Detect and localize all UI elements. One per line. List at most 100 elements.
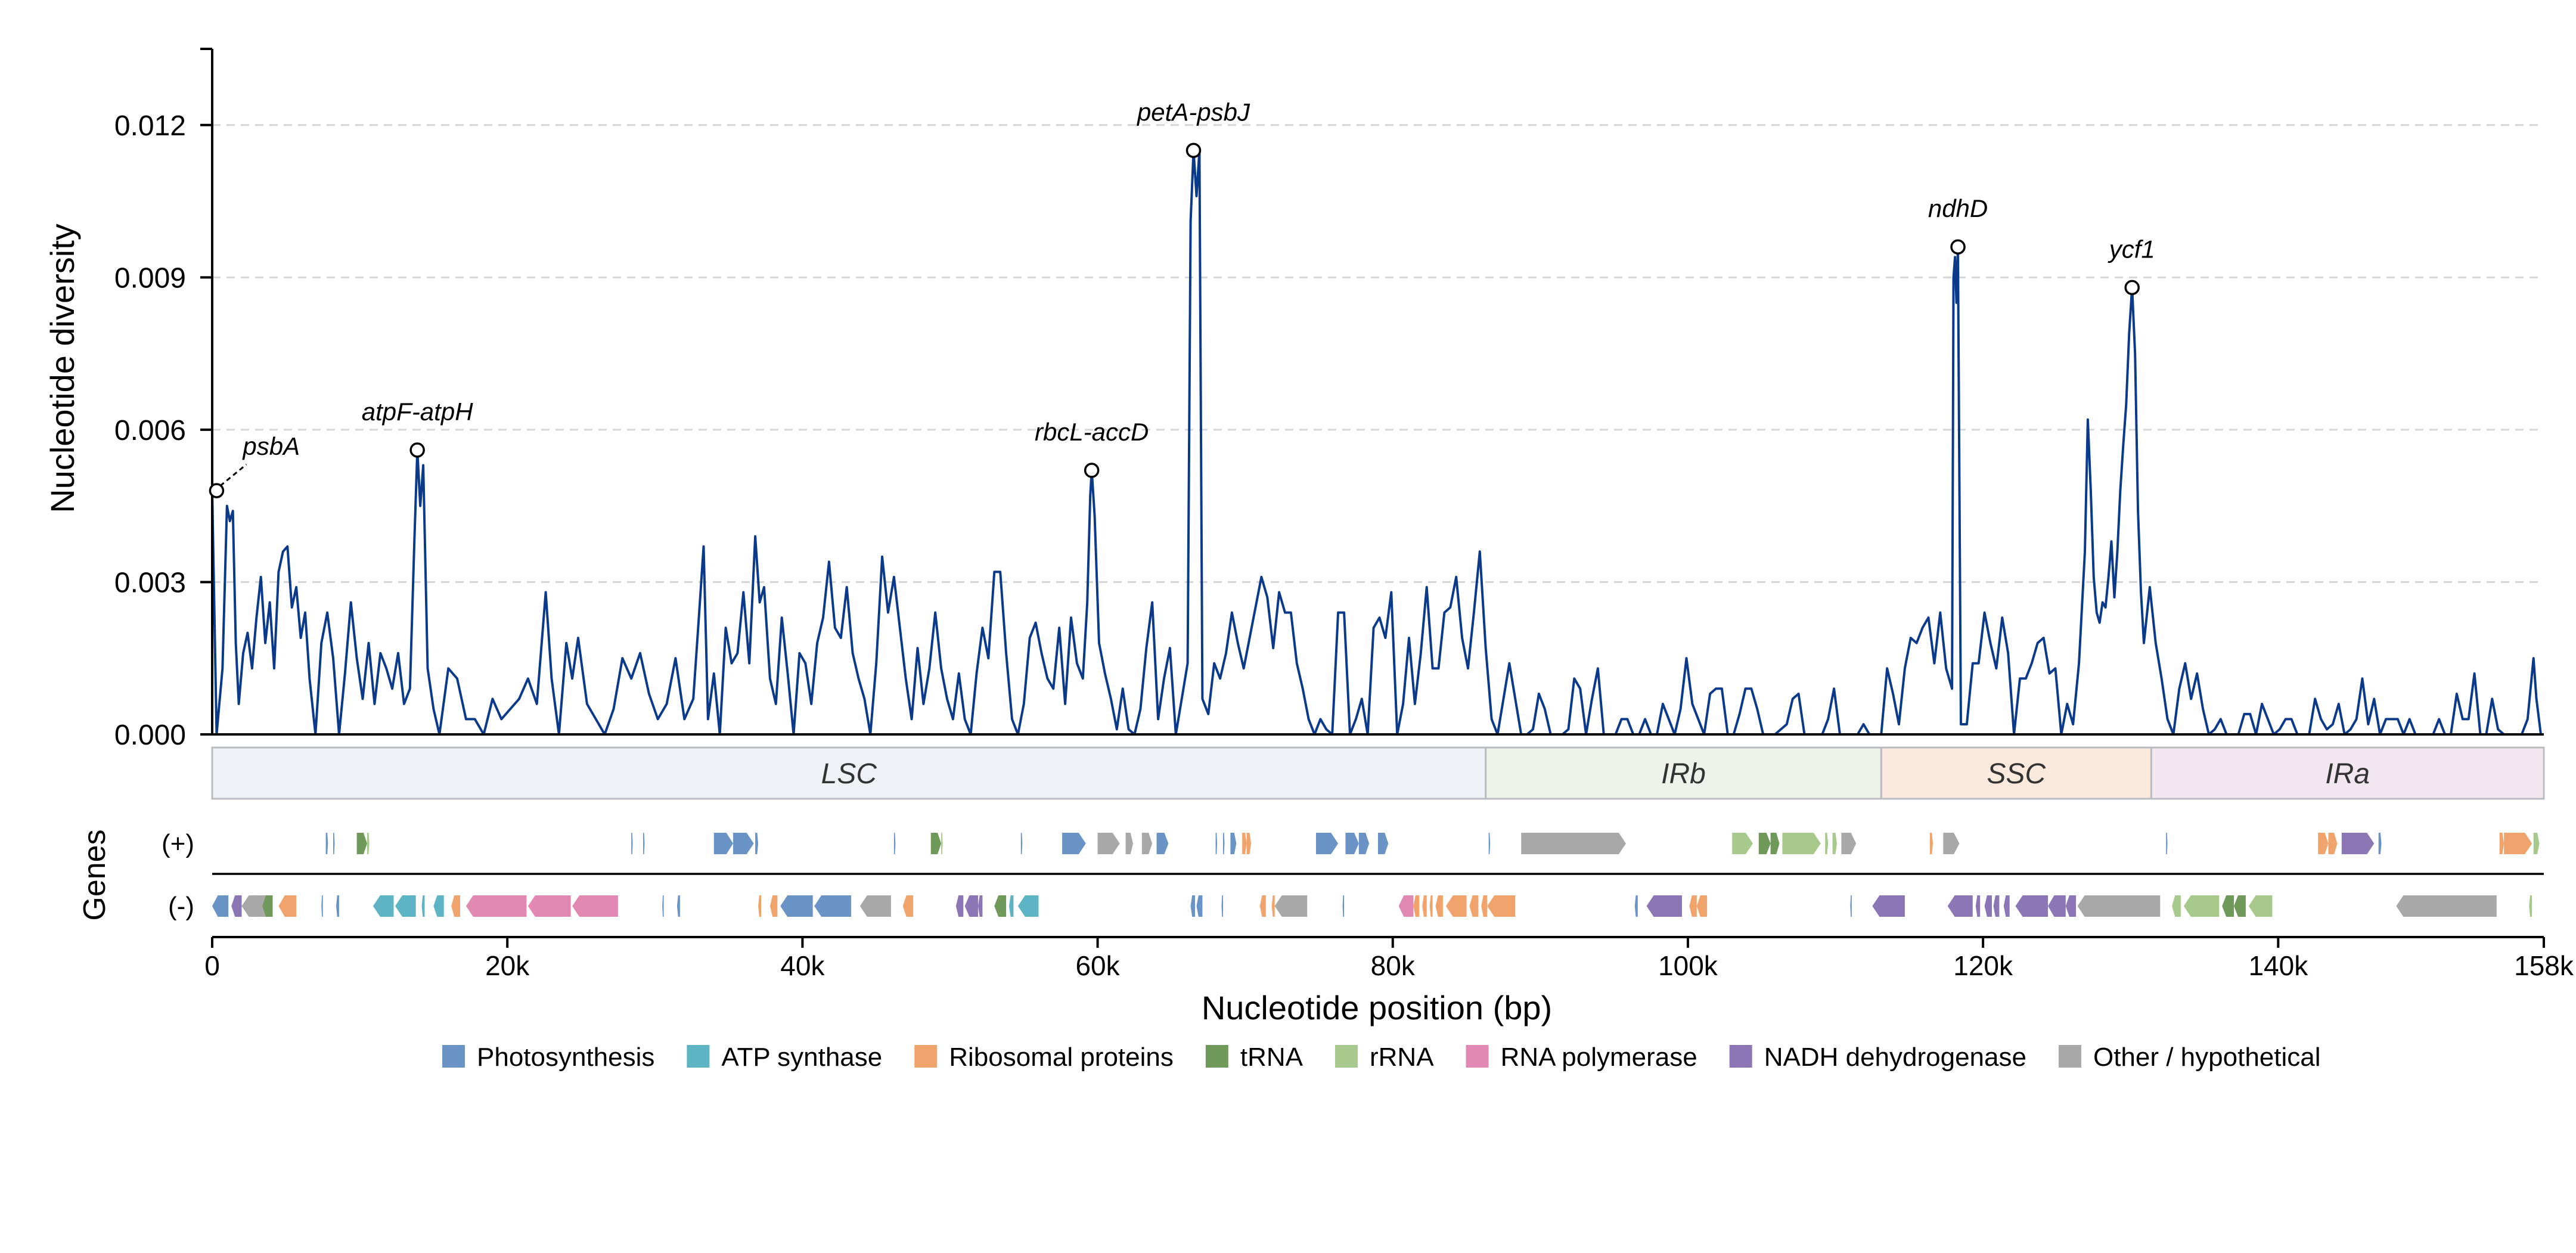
gene-minus xyxy=(1975,895,1981,917)
gene-plus xyxy=(1378,833,1389,854)
gene-plus xyxy=(2328,833,2338,854)
gene-plus xyxy=(1770,833,1780,854)
region-segment xyxy=(2150,746,2545,800)
gene-minus xyxy=(527,895,571,917)
gene-plus xyxy=(755,833,759,854)
gene-plus xyxy=(1215,833,1218,854)
gene-minus xyxy=(2248,895,2273,917)
gene-plus xyxy=(2166,833,2168,854)
gene-minus xyxy=(1993,895,2000,917)
legend-label: ATP synthase xyxy=(721,1043,882,1072)
legend-swatch xyxy=(1466,1045,1489,1068)
gene-plus xyxy=(1345,833,1359,854)
gene-minus xyxy=(2048,895,2066,917)
x-axis-label: Nucleotide position (bp) xyxy=(1202,989,1552,1026)
x-tick-label: 80k xyxy=(1371,950,1416,981)
strand-minus-label: (-) xyxy=(168,892,194,921)
gene-plus xyxy=(631,833,633,854)
x-tick-label: 0 xyxy=(204,950,220,981)
gene-track-title: Genes xyxy=(77,829,112,920)
gene-plus xyxy=(2499,833,2504,854)
gene-minus xyxy=(955,895,964,917)
x-tick-label: 20k xyxy=(485,950,530,981)
gene-minus xyxy=(336,895,339,917)
gene-minus xyxy=(1634,895,1638,917)
gene-plus xyxy=(356,833,367,854)
gene-minus xyxy=(1445,895,1467,917)
peak-label: ndhD xyxy=(1928,194,1988,222)
gene-minus xyxy=(1947,895,1973,917)
gene-plus xyxy=(1097,833,1120,854)
axes: 0.000 0.003 0.006 0.009 0.012 0 20k 40k 60k 80k 10… xyxy=(114,48,2574,981)
gene-minus xyxy=(964,895,978,917)
gene-minus xyxy=(978,895,983,917)
gene-track xyxy=(212,833,2544,917)
legend-swatch xyxy=(1729,1045,1752,1068)
gene-plus xyxy=(1020,833,1023,854)
gene-plus xyxy=(893,833,896,854)
gene-minus xyxy=(2529,895,2532,917)
gene-plus xyxy=(733,833,754,854)
gene-plus xyxy=(1943,833,1960,854)
gene-minus xyxy=(262,895,273,917)
gene-plus xyxy=(1358,833,1370,854)
gene-plus xyxy=(1521,833,1626,854)
strand-plus-label: (+) xyxy=(162,829,194,858)
legend-swatch xyxy=(442,1045,465,1068)
y-tick-label: 0.009 xyxy=(114,262,186,294)
legend-label: NADH dehydrogenase xyxy=(1764,1043,2026,1072)
region-label: SSC xyxy=(1987,758,2046,790)
gene-minus xyxy=(676,895,680,917)
gene-plus xyxy=(1782,833,1821,854)
region-label: IRb xyxy=(1661,758,1706,790)
legend-label: Ribosomal proteins xyxy=(949,1043,1174,1072)
gene-minus xyxy=(2015,895,2049,917)
gene-minus xyxy=(1017,895,1039,917)
region-segment xyxy=(1485,746,1882,800)
peak-marker xyxy=(209,483,225,498)
gene-minus xyxy=(1850,895,1852,917)
x-tick-label: 158k xyxy=(2514,950,2574,981)
gene-minus xyxy=(1398,895,1414,917)
gene-minus xyxy=(994,895,1007,917)
genome-region-bar: LSC IRb SSC IRa xyxy=(211,746,2545,800)
gene-plus xyxy=(1930,833,1933,854)
legend-swatch xyxy=(914,1045,938,1068)
y-gridlines xyxy=(212,124,2544,583)
gene-minus xyxy=(2003,895,2010,917)
gene-plus xyxy=(1156,833,1169,854)
gene-plus xyxy=(1242,833,1247,854)
gene-minus xyxy=(433,895,444,917)
gene-plus xyxy=(1125,833,1133,854)
gene-plus xyxy=(713,833,733,854)
gene-minus xyxy=(241,895,271,917)
y-axis-label: Nucleotide diversity xyxy=(44,224,81,513)
legend-label: RNA polymerase xyxy=(1501,1043,1697,1072)
gene-plus xyxy=(333,833,335,854)
gene-plus xyxy=(325,833,328,854)
peak-label: atpF-atpH xyxy=(362,398,473,426)
gene-plus xyxy=(1062,833,1086,854)
gene-minus xyxy=(1481,895,1488,917)
region-segment xyxy=(211,746,1487,800)
gene-minus xyxy=(1696,895,1708,917)
peak-marker xyxy=(1185,142,1202,159)
x-tick-label: 40k xyxy=(780,950,825,981)
gene-plus xyxy=(2318,833,2329,854)
gene-plus xyxy=(1758,833,1771,854)
gene-minus xyxy=(395,895,416,917)
gene-minus xyxy=(465,895,527,917)
peak-label: psbA xyxy=(241,432,300,460)
gene-minus xyxy=(2396,895,2497,917)
gene-plus xyxy=(1246,833,1252,854)
x-tick-label: 60k xyxy=(1075,950,1120,981)
gene-minus xyxy=(2222,895,2234,917)
y-tick-label: 0.003 xyxy=(114,567,186,598)
gene-minus xyxy=(1196,895,1203,917)
gene-minus xyxy=(758,895,762,917)
gene-minus xyxy=(2077,895,2161,917)
gene-plus xyxy=(2378,833,2382,854)
gene-minus xyxy=(1009,895,1014,917)
diversity-series xyxy=(211,149,2542,736)
gene-minus xyxy=(2065,895,2077,917)
